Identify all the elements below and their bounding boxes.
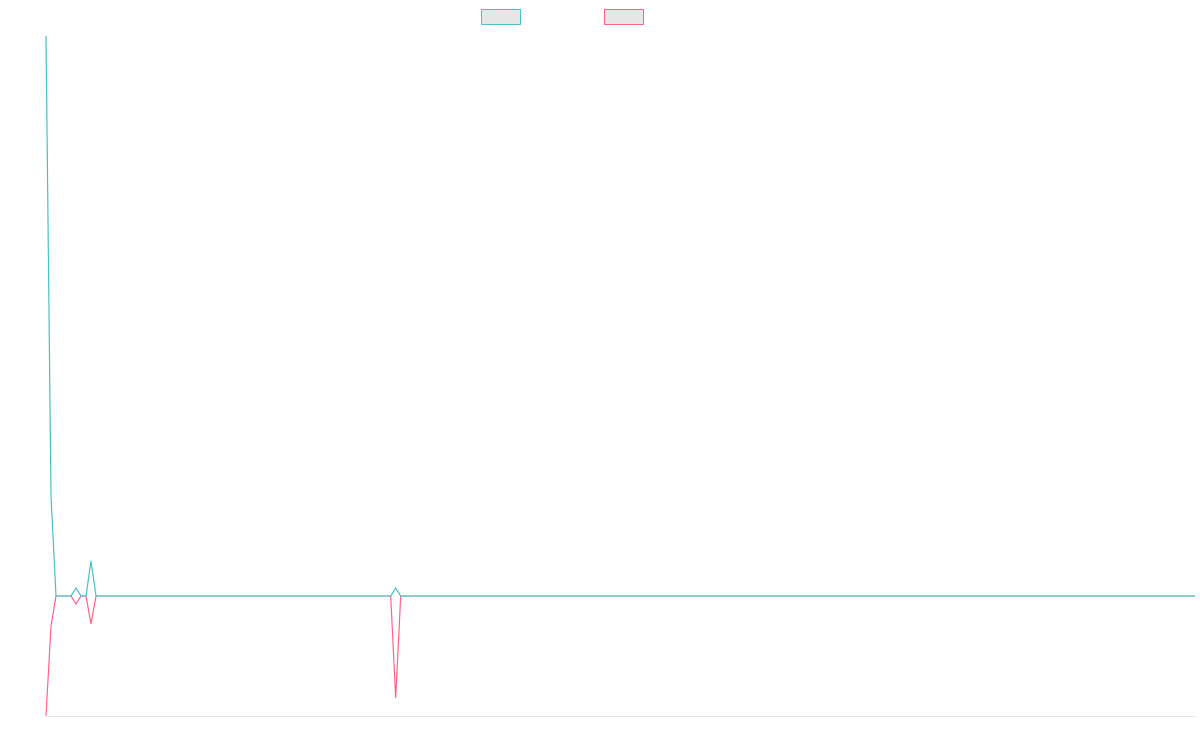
series-layer <box>45 35 1195 717</box>
series-2-line <box>45 595 1195 717</box>
legend-swatch-series-2[interactable] <box>604 9 644 25</box>
legend-swatch-series-1[interactable] <box>481 9 521 25</box>
series-1-line <box>45 35 1195 597</box>
